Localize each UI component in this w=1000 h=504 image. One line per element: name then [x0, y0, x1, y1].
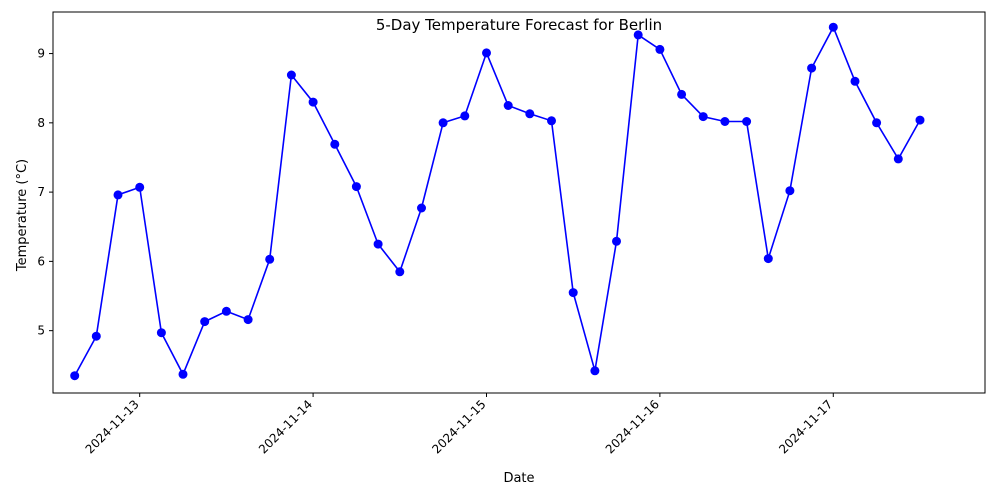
data-point [828, 22, 838, 32]
y-tick-label: 8 [37, 116, 45, 130]
y-tick-label: 6 [37, 254, 45, 268]
data-point [200, 317, 210, 327]
x-tick-label: 2024-11-14 [256, 397, 315, 456]
data-point [482, 48, 491, 58]
data-point [893, 154, 903, 164]
data-point [438, 118, 448, 128]
data-point [70, 371, 80, 381]
y-tick-label: 9 [37, 47, 45, 61]
data-point [547, 116, 556, 126]
data-point [265, 254, 275, 264]
data-point [807, 63, 817, 73]
data-point [91, 331, 101, 341]
data-point [395, 267, 405, 277]
data-point [568, 288, 578, 298]
y-axis-label: Temperature (°C) [15, 159, 30, 272]
data-point [417, 203, 426, 213]
data-point [243, 315, 253, 325]
plot-frame [52, 11, 986, 394]
temperature-line [73, 25, 921, 377]
data-point [113, 190, 123, 200]
data-point [373, 239, 383, 249]
data-point [178, 369, 188, 379]
data-point [590, 366, 600, 376]
data-point [156, 328, 166, 338]
data-point [850, 76, 860, 86]
data-point [655, 44, 665, 54]
data-point [221, 306, 231, 316]
data-point [460, 111, 470, 121]
data-point [612, 236, 621, 246]
data-point [872, 118, 882, 128]
data-point [525, 109, 535, 119]
axis-ticks: 5 6 7 8 9 2024-11-13 2024-11-14 2024-11-15 2024-… [37, 47, 835, 457]
data-point [503, 101, 513, 110]
data-point [351, 182, 361, 192]
data-point [135, 182, 145, 192]
data-point [785, 186, 795, 196]
data-point [677, 89, 687, 99]
y-tick-label: 7 [37, 185, 45, 199]
data-point [698, 112, 708, 122]
series-temperature [70, 22, 925, 381]
y-tick-label: 5 [37, 324, 45, 338]
data-point [286, 70, 296, 80]
data-point [915, 115, 925, 125]
x-tick-label: 2024-11-16 [603, 397, 662, 456]
data-point [742, 117, 752, 126]
x-tick-label: 2024-11-13 [83, 397, 142, 456]
data-point [330, 139, 340, 149]
data-point [308, 97, 318, 107]
x-tick-label: 2024-11-17 [776, 397, 835, 456]
x-tick-label: 2024-11-15 [429, 397, 488, 456]
data-point [633, 30, 643, 40]
chart-title: 5-Day Temperature Forecast for Berlin [376, 16, 662, 34]
x-axis-label: Date [503, 471, 534, 486]
data-point [763, 254, 773, 264]
data-point [720, 117, 730, 126]
